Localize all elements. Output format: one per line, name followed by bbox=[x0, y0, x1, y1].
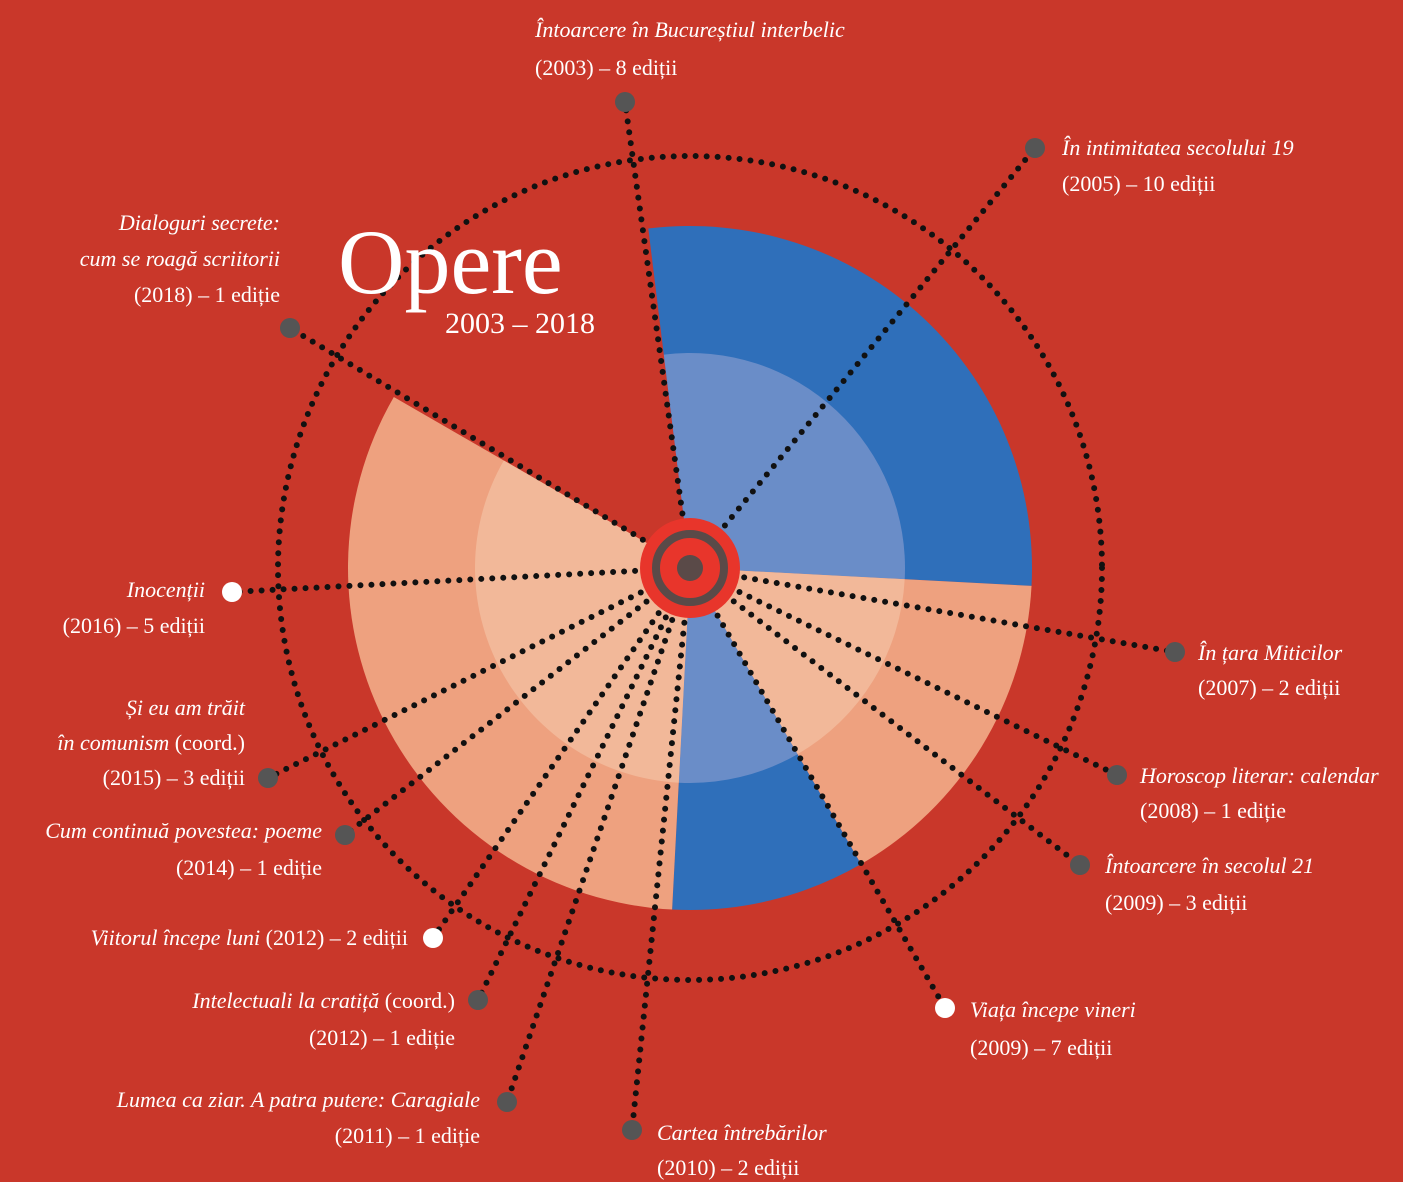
node-dot bbox=[1070, 855, 1090, 875]
node-label: Întoarcere în secolul 21 bbox=[1104, 853, 1314, 878]
subtitle: 2003 – 2018 bbox=[445, 307, 595, 340]
node-edition: (2014) – 1 ediție bbox=[176, 855, 322, 880]
spoke bbox=[430, 565, 693, 941]
node-title: Inocenții bbox=[126, 577, 205, 602]
spoke bbox=[342, 565, 693, 838]
node-label: cum se roagă scriitorii bbox=[80, 246, 280, 271]
node-dot bbox=[622, 1120, 642, 1140]
node-dot bbox=[1025, 138, 1045, 158]
node-label: Și eu am trăit bbox=[126, 695, 246, 720]
node-label: în comunism (coord.) bbox=[57, 730, 245, 755]
title: Opere bbox=[338, 211, 563, 313]
node-title: Și eu am trăit bbox=[126, 695, 246, 720]
node-dot bbox=[468, 990, 488, 1010]
spoke bbox=[229, 565, 693, 595]
node-edition: (2012) – 1 ediție bbox=[309, 1025, 455, 1050]
node-dot bbox=[615, 92, 635, 112]
spoke bbox=[687, 565, 1083, 868]
spoke bbox=[687, 145, 1038, 571]
spoke bbox=[687, 565, 1120, 778]
node-title: Dialoguri secrete: bbox=[118, 210, 280, 235]
node-label: Inocenții bbox=[126, 577, 205, 602]
node-title: Viața începe vineri bbox=[970, 997, 1136, 1022]
node-label: Viitorul începe luni (2012) – 2 ediții bbox=[91, 925, 408, 950]
spoke bbox=[629, 565, 693, 1133]
node-label: În țara Miticilor bbox=[1197, 640, 1343, 665]
center-dot bbox=[677, 555, 703, 581]
node-title: Intelectuali la cratiță bbox=[191, 988, 379, 1013]
spoke bbox=[687, 565, 948, 1011]
node-label: Întoarcere în Bucureștiul interbelic bbox=[534, 17, 845, 42]
node-title: Lumea ca ziar. A patra putere: Caragiale bbox=[116, 1087, 480, 1112]
node-note: (coord.) bbox=[385, 988, 455, 1013]
node-edition: (2015) – 3 ediții bbox=[103, 765, 245, 790]
node-label: Lumea ca ziar. A patra putere: Caragiale bbox=[116, 1087, 480, 1112]
labels: Întoarcere în Bucureștiul interbelic (200… bbox=[45, 17, 1379, 1180]
node-edition: (2009) – 7 ediții bbox=[970, 1035, 1112, 1060]
spoke bbox=[504, 565, 693, 1105]
node-dot bbox=[222, 582, 242, 602]
node-edition: (2003) – 8 ediții bbox=[535, 55, 677, 80]
node-title: Cum continuă povestea: poeme bbox=[45, 818, 322, 843]
node-label: În intimitatea secolului 19 bbox=[1061, 135, 1294, 160]
node-title: Viitorul începe luni bbox=[91, 925, 260, 950]
node-label: Intelectuali la cratiță (coord.) bbox=[191, 988, 455, 1013]
node-title: În intimitatea secolului 19 bbox=[1061, 135, 1294, 160]
node-edition: (2010) – 2 ediții bbox=[657, 1155, 799, 1180]
node-title: cum se roagă scriitorii bbox=[80, 246, 280, 271]
node-title: Întoarcere în Bucureștiul interbelic bbox=[534, 17, 845, 42]
node-edition: (2007) – 2 ediții bbox=[1198, 675, 1340, 700]
center-ring-inner bbox=[652, 530, 728, 606]
node-dot bbox=[335, 825, 355, 845]
node-label: Cartea întrebărilor bbox=[657, 1120, 827, 1145]
node-note: (coord.) bbox=[175, 730, 245, 755]
node-edition: (2018) – 1 ediție bbox=[134, 282, 280, 307]
node-title: Horoscop literar: calendar bbox=[1139, 763, 1379, 788]
node-label: Dialoguri secrete: bbox=[118, 210, 280, 235]
spoke bbox=[265, 565, 693, 781]
node-title: Cartea întrebărilor bbox=[657, 1120, 827, 1145]
node-edition: (2009) – 3 ediții bbox=[1105, 890, 1247, 915]
node-edition: (2016) – 5 ediții bbox=[63, 613, 205, 638]
node-edition: (2012) – 2 ediții bbox=[266, 925, 408, 950]
node-edition: (2005) – 10 ediții bbox=[1062, 171, 1215, 196]
spoke bbox=[287, 325, 693, 571]
node-dot bbox=[258, 768, 278, 788]
node-dot bbox=[497, 1092, 517, 1112]
node-dot bbox=[935, 998, 955, 1018]
node-dot bbox=[1165, 642, 1185, 662]
dotted-ring bbox=[275, 153, 1105, 983]
sector bbox=[690, 568, 905, 755]
spokes bbox=[229, 99, 1178, 1133]
node-title: În țara Miticilor bbox=[1197, 640, 1343, 665]
node-label: Horoscop literar: calendar bbox=[1139, 763, 1379, 788]
node-dot bbox=[423, 928, 443, 948]
sector bbox=[678, 568, 798, 783]
node-title: Întoarcere în secolul 21 bbox=[1104, 853, 1314, 878]
node-label: Cum continuă povestea: poeme bbox=[45, 818, 322, 843]
spoke bbox=[622, 99, 693, 571]
node-dot bbox=[1107, 765, 1127, 785]
node-edition: (2008) – 1 ediție bbox=[1140, 798, 1286, 823]
spoke bbox=[475, 565, 693, 1003]
node-dot bbox=[280, 318, 300, 338]
node-title: în comunism bbox=[57, 730, 169, 755]
node-edition: (2011) – 1 ediție bbox=[335, 1123, 480, 1148]
node-label: Viața începe vineri bbox=[970, 997, 1136, 1022]
